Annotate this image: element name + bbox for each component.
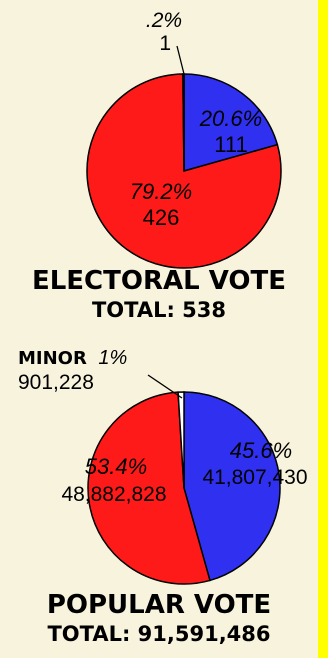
electoral-blue-value: 111 <box>214 132 247 157</box>
popular-blue-value: 41,807,430 <box>202 466 307 489</box>
electoral-minor-percent: .2% <box>146 9 182 32</box>
popular-red-percent: 53.4% <box>85 454 147 479</box>
electoral-pie: .2% 1 20.6% 111 79.2% 426 <box>86 9 282 269</box>
popular-pie: MINOR 1% 901,228 45.6% 41,807,430 53.4% … <box>18 347 308 585</box>
electoral-blue-percent: 20.6% <box>199 106 262 131</box>
electoral-red-value: 426 <box>143 205 180 230</box>
electoral-total: TOTAL: 538 <box>91 298 227 322</box>
popular-slice-red <box>87 391 211 585</box>
popular-minor-leader-line <box>147 374 183 399</box>
popular-title: POPULAR VOTE <box>46 590 272 620</box>
electoral-minor-value: 1 <box>159 32 171 55</box>
popular-total: TOTAL: 91,591,486 <box>47 622 271 646</box>
electoral-title: ELECTORAL VOTE <box>31 266 287 296</box>
popular-minor-label-line: MINOR 1% <box>18 347 127 369</box>
electoral-slice-blue <box>183 73 279 172</box>
side-strip <box>318 0 328 658</box>
electoral-red-percent: 79.2% <box>130 179 192 204</box>
popular-minor-value: 901,228 <box>18 371 94 394</box>
popular-red-value: 48,882,828 <box>61 483 166 506</box>
popular-blue-percent: 45.6% <box>230 438 292 463</box>
popular-slice-blue <box>183 391 281 582</box>
electoral-minor-leader-line <box>176 45 185 75</box>
popular-minor-percent: 1% <box>98 347 127 369</box>
popular-slice-minor <box>177 391 185 489</box>
electoral-slice-red <box>86 73 282 269</box>
popular-minor-label: MINOR <box>18 348 87 369</box>
